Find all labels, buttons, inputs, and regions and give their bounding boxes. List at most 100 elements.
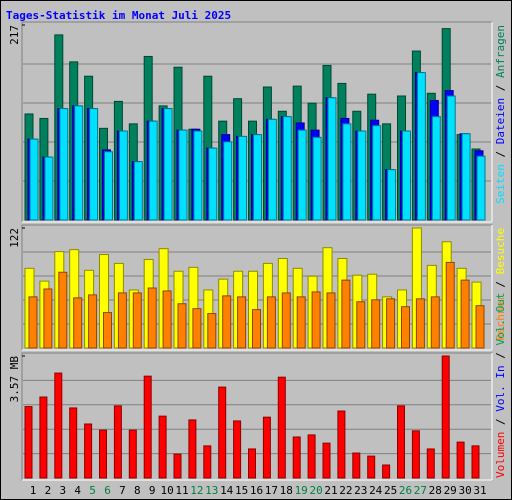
bar <box>312 136 322 221</box>
bar <box>54 372 63 479</box>
bar <box>248 448 256 479</box>
legend-entry: Volumen <box>494 432 507 478</box>
bar <box>117 292 127 349</box>
bar <box>445 261 455 349</box>
x-tick-label: 22 <box>339 484 352 497</box>
bar <box>387 169 397 221</box>
bar <box>163 108 173 221</box>
bar <box>460 279 470 349</box>
bar <box>208 147 218 221</box>
x-tick-label: 1 <box>30 484 37 497</box>
legend-separator: / <box>494 274 507 294</box>
bar <box>252 309 261 349</box>
bar <box>147 287 157 349</box>
bar <box>44 156 54 221</box>
bar <box>43 288 53 349</box>
x-tick-label: 20 <box>309 484 322 497</box>
bar <box>431 116 441 221</box>
x-tick-label: 12 <box>190 484 203 497</box>
bar <box>386 298 396 349</box>
bar <box>39 396 48 479</box>
legend-entry: Besuche <box>494 228 507 274</box>
bar <box>233 420 242 479</box>
bar <box>88 294 98 349</box>
bar <box>337 410 346 479</box>
legend: Rechner / Besuche <box>494 228 507 341</box>
bar <box>441 355 450 479</box>
x-tick-label: 2 <box>45 484 52 497</box>
bar <box>402 130 411 221</box>
bar <box>357 130 367 221</box>
legend: Volumen / Vol. In / Vol. Out <box>494 293 507 478</box>
bar <box>133 161 143 221</box>
x-tick-label: 5 <box>89 484 96 497</box>
bar <box>382 464 391 479</box>
bar <box>266 296 276 349</box>
y-tick-label: 122 <box>8 228 21 248</box>
bar <box>356 301 366 349</box>
x-tick-label: 30 <box>458 484 471 497</box>
bar <box>237 296 247 349</box>
bar <box>446 95 456 221</box>
bar <box>322 442 331 479</box>
bar <box>327 97 337 221</box>
bar <box>430 296 440 349</box>
bar <box>69 407 78 479</box>
legend-separator: / <box>494 78 507 98</box>
bar <box>89 108 99 221</box>
x-tick-label: 29 <box>444 484 457 497</box>
x-tick-label: 27 <box>414 484 427 497</box>
bar <box>475 305 485 349</box>
bar <box>143 375 152 479</box>
bar <box>58 271 68 349</box>
legend: Seiten / Dateien / Anfragen <box>494 25 507 204</box>
bar <box>397 405 405 479</box>
bar <box>148 120 158 221</box>
bar <box>59 108 69 221</box>
x-tick-label: 9 <box>149 484 156 497</box>
bar <box>352 452 361 479</box>
bar <box>103 312 112 349</box>
bar <box>401 306 410 349</box>
bar <box>73 297 83 349</box>
bar <box>99 429 107 479</box>
x-tick-label: 21 <box>324 484 337 497</box>
bar <box>326 292 336 349</box>
bar <box>193 130 203 221</box>
x-tick-label: 23 <box>354 484 367 497</box>
bar <box>461 133 471 221</box>
x-tick-label: 19 <box>295 484 308 497</box>
bar <box>297 129 307 221</box>
legend-separator: / <box>494 412 507 432</box>
bar <box>342 123 352 221</box>
bar <box>367 455 376 479</box>
bar <box>28 296 38 349</box>
legend-entry: Rechner <box>494 294 507 341</box>
bar <box>341 279 351 349</box>
bar <box>223 141 233 221</box>
x-tick-label: 18 <box>280 484 293 497</box>
x-tick-label: 28 <box>429 484 442 497</box>
bar <box>238 135 248 221</box>
x-tick-label: 11 <box>175 484 188 497</box>
chart-title: Tages-Statistik im Monat Juli 2025 <box>6 9 231 22</box>
bar <box>177 303 187 349</box>
bar <box>207 313 217 349</box>
bar <box>307 434 316 479</box>
bar <box>192 308 202 349</box>
x-tick-label: 16 <box>250 484 263 497</box>
x-tick-label: 8 <box>134 484 141 497</box>
bar <box>471 445 480 479</box>
bar <box>218 386 227 479</box>
legend-separator: / <box>494 346 507 366</box>
bar <box>74 105 84 221</box>
bar <box>132 292 142 349</box>
bar <box>24 406 33 479</box>
x-tick-label: 3 <box>59 484 66 497</box>
x-tick-label: 7 <box>119 484 126 497</box>
bar <box>416 72 426 221</box>
bar <box>84 423 93 479</box>
bar <box>371 299 381 349</box>
y-tick-label: 217 <box>8 25 21 45</box>
